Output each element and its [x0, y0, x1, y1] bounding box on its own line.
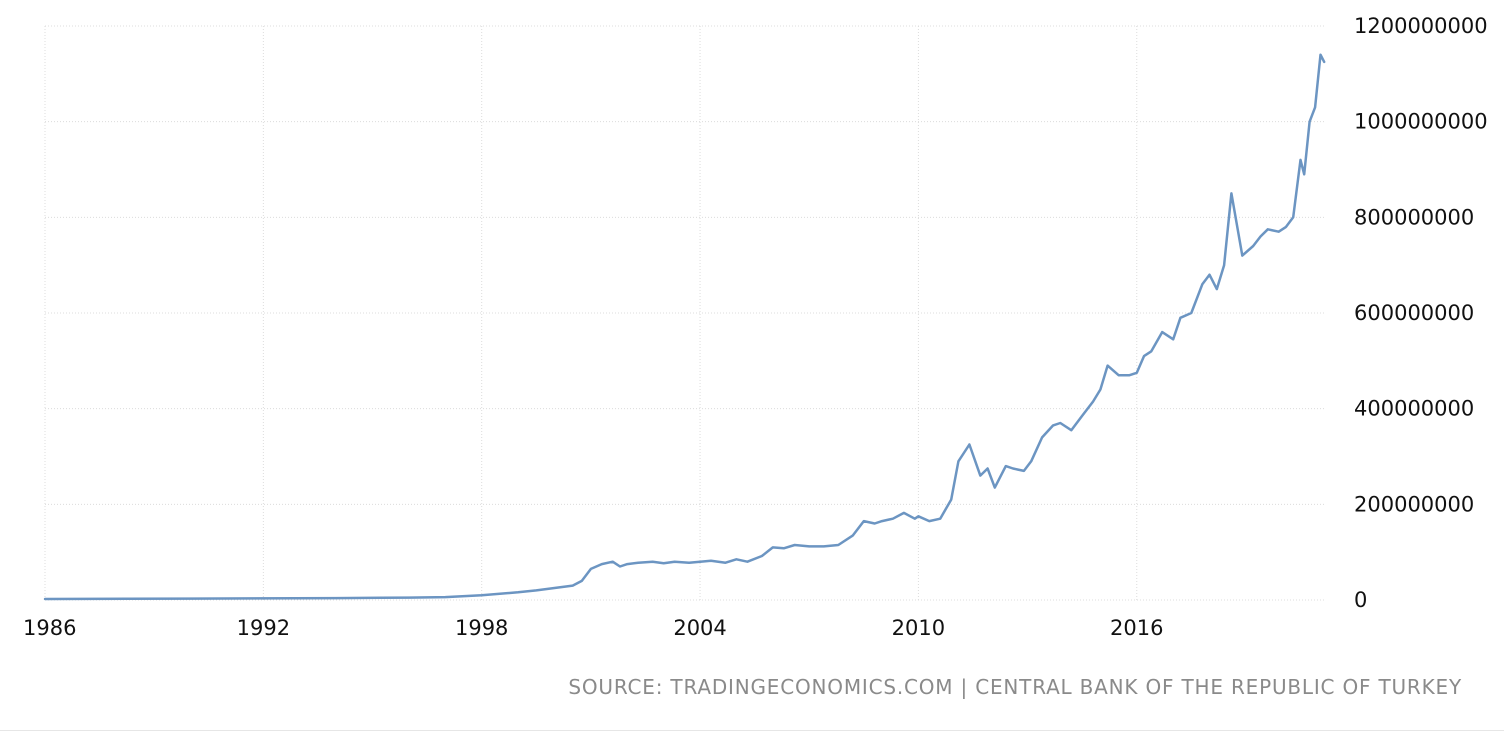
x-tick-label: 2010 — [892, 616, 945, 640]
series-line — [43, 53, 1326, 601]
series-group — [43, 53, 1326, 601]
y-tick-label: 0 — [1354, 588, 1367, 612]
y-tick-label: 800000000 — [1354, 205, 1474, 229]
x-tick-label: 1992 — [237, 616, 290, 640]
source-attribution: SOURCE: TRADINGECONOMICS.COM | CENTRAL B… — [568, 675, 1462, 699]
bottom-divider — [0, 730, 1504, 731]
y-axis-ticks: 0 200000000 400000000 600000000 800000000 100… — [1354, 14, 1488, 612]
y-tick-label: 1000000000 — [1354, 110, 1488, 134]
y-tick-label: 600000000 — [1354, 301, 1474, 325]
x-tick-label: 1986 — [23, 616, 76, 640]
y-tick-label: 400000000 — [1354, 397, 1474, 421]
line-chart: 1986 1992 1998 2004 2010 2016 0 200000000 40000… — [23, 14, 1488, 640]
x-axis-ticks: 1986 1992 1998 2004 2010 2016 — [23, 616, 1163, 640]
x-tick-label: 2004 — [673, 616, 726, 640]
y-tick-label: 1200000000 — [1354, 14, 1488, 38]
grid-lines — [44, 25, 1326, 601]
x-tick-label: 1998 — [455, 616, 508, 640]
x-tick-label: 2016 — [1110, 616, 1163, 640]
y-tick-label: 200000000 — [1354, 492, 1474, 516]
